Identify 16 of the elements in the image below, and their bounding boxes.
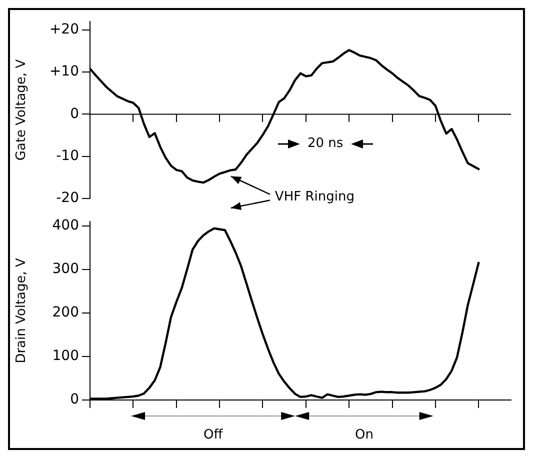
y-tick-label: 100	[52, 348, 79, 364]
y-tick-label: +20	[49, 21, 79, 38]
text: Off	[203, 427, 224, 442]
annotation: VHF Ringing	[274, 190, 354, 205]
y-tick-label: 200	[52, 304, 79, 321]
y-tick-label: -20	[56, 190, 79, 206]
y-axis-title: Gate Voltage, V	[14, 59, 30, 161]
y-tick-label: +10	[49, 64, 79, 80]
text: On	[354, 427, 374, 442]
y-tick-label: 0	[70, 106, 79, 122]
y-tick-label: 300	[52, 260, 79, 277]
y-tick-label: -10	[56, 148, 79, 164]
y-tick-label: 0	[70, 392, 79, 408]
y-axis-title: Drain Voltage, V	[14, 258, 30, 364]
y-tick-label: 400	[52, 217, 79, 234]
annotation: 20 ns	[306, 134, 344, 153]
